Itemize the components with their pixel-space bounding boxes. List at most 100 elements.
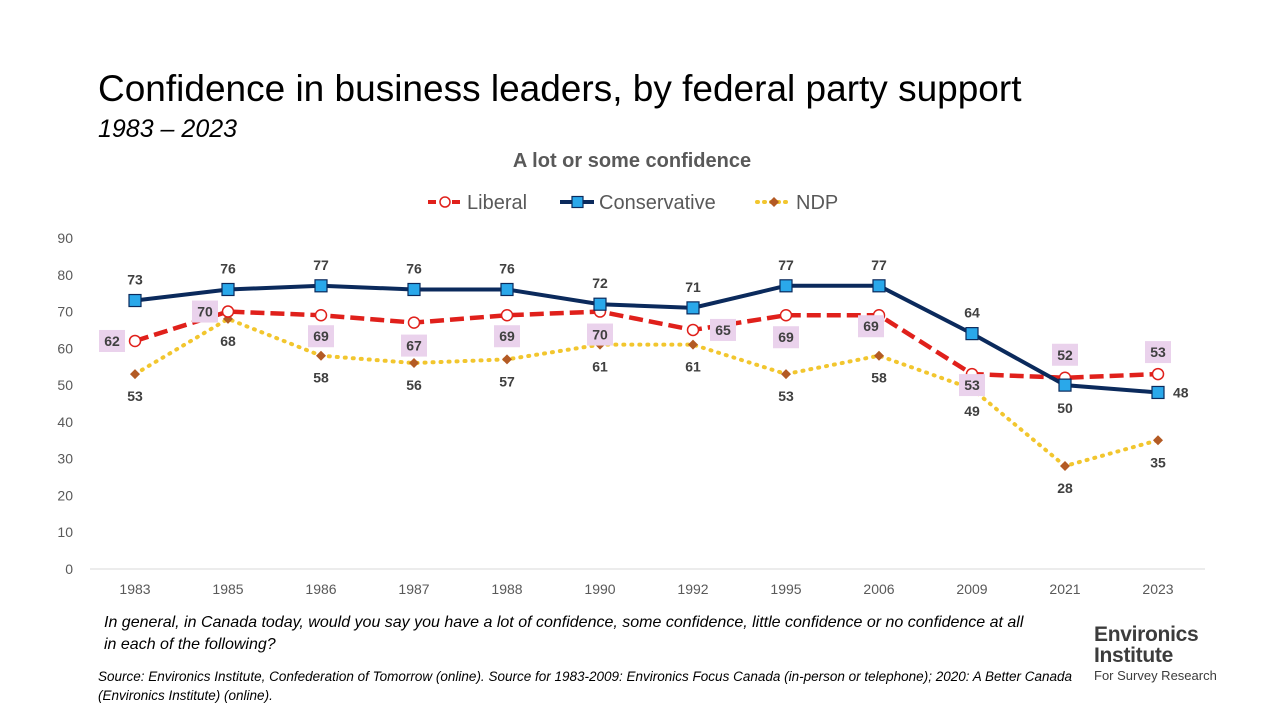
x-tick-label: 1992 [677,581,708,597]
ndp-data-label: 49 [964,403,980,419]
logo-line-1: Environics [1094,623,1199,646]
liberal-label-highlight [308,325,334,348]
liberal-data-label: 69 [313,328,329,344]
y-tick-label: 40 [57,414,73,430]
y-tick-label: 10 [57,524,73,540]
y-tick-label: 30 [57,451,73,467]
conservative-point [314,279,328,293]
y-tick-label: 70 [57,304,73,320]
liberal-point [500,308,514,322]
conservative-data-label: 73 [127,272,143,288]
x-tick-label: 2009 [956,581,987,597]
environics-logo: Environics Institute For Survey Research [1094,624,1217,684]
ndp-data-label: 53 [127,388,143,404]
liberal-label-highlight [710,318,736,341]
conservative-data-label: 64 [964,305,980,321]
ndp-data-label: 28 [1057,480,1073,496]
liberal-data-label: 65 [715,322,731,338]
ndp-point [502,354,512,365]
conservative-data-label: 76 [220,260,236,276]
x-tick-label: 1995 [770,581,801,597]
ndp-data-label: 68 [220,333,236,349]
conservative-point [407,282,421,297]
ndp-point [688,339,698,350]
ndp-data-label: 35 [1150,454,1166,470]
liberal-data-label: 69 [863,318,879,334]
conservative-point [128,293,142,308]
page-title: Confidence in business leaders, by feder… [98,68,1022,109]
conservative-point [686,301,700,315]
conservative-data-label: 77 [778,257,794,273]
liberal-label-highlight [1052,343,1078,366]
legend-marker-liberal [439,196,451,208]
liberal-label-highlight [959,374,985,397]
liberal-data-label: 69 [778,329,794,345]
conservative-point [221,282,235,297]
x-tick-label: 1988 [491,581,522,597]
y-tick-label: 80 [57,267,73,283]
liberal-data-label: 53 [964,377,980,393]
conservative-data-label: 77 [313,257,329,273]
legend-label-conservative: Conservative [599,192,716,214]
liberal-point [128,334,142,348]
liberal-label-highlight [99,329,125,352]
legend-marker-conservative [571,195,584,209]
liberal-point [779,308,793,322]
ndp-point [874,350,884,361]
liberal-data-label: 67 [406,338,422,354]
conservative-data-label: 48 [1173,384,1189,400]
liberal-data-label: 52 [1057,347,1073,363]
ndp-data-label: 61 [685,359,701,375]
source-note: Source: Environics Institute, Confederat… [98,669,1073,703]
x-tick-label: 1983 [119,581,150,597]
y-tick-label: 0 [65,561,73,577]
legend-label-liberal: Liberal [467,192,527,214]
line-chart: A lot or some confidence Liberal Conservat… [57,150,1205,597]
y-tick-label: 50 [57,377,73,393]
conservative-data-label: 76 [406,260,422,276]
conservative-point [1058,378,1072,392]
series-line-conservative [134,283,1159,395]
chart-title: A lot or some confidence [513,150,751,172]
ndp-point [781,369,791,380]
conservative-data-label: 72 [592,275,608,291]
conservative-point [965,327,979,341]
ndp-point [409,358,419,369]
y-tick-label: 90 [57,230,73,246]
conservative-point [872,279,886,293]
logo-line-3: For Survey Research [1094,668,1217,683]
liberal-data-label: 62 [104,333,120,349]
legend-label-ndp: NDP [796,192,838,214]
liberal-point [314,308,328,322]
liberal-data-label: 70 [197,304,213,320]
y-tick-label: 20 [57,487,73,503]
liberal-data-label: 70 [592,327,608,343]
conservative-data-label: 71 [685,279,701,295]
ndp-data-label: 57 [499,373,515,389]
legend-marker-ndp [769,197,779,207]
liberal-label-highlight [858,315,884,338]
x-tick-label: 2023 [1142,581,1173,597]
logo-line-2: Institute [1094,644,1173,667]
conservative-data-label: 50 [1057,400,1073,416]
ndp-point [130,369,140,380]
liberal-point [1151,367,1165,381]
liberal-label-highlight [494,325,520,348]
ndp-data-label: 53 [778,388,794,404]
liberal-data-label: 53 [1150,344,1166,360]
conservative-data-label: 76 [499,260,515,276]
ndp-point [1153,435,1163,446]
liberal-label-highlight [587,323,613,346]
conservative-point [500,282,514,297]
conservative-data-label: 77 [871,257,887,273]
x-tick-label: 1986 [305,581,336,597]
liberal-point [407,316,421,329]
liberal-point [221,305,235,318]
ndp-point [316,350,326,361]
ndp-data-label: 61 [592,359,608,375]
conservative-point [593,297,607,311]
ndp-data-label: 56 [406,377,422,393]
survey-question: In general, in Canada today, would you s… [104,614,1024,653]
liberal-data-label: 69 [499,328,515,344]
x-tick-label: 1985 [212,581,243,597]
